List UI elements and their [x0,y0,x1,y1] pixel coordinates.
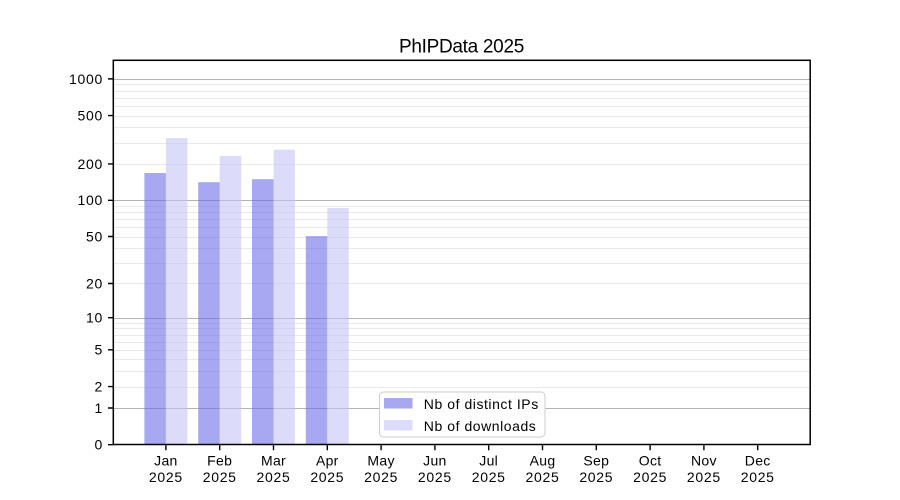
svg-text:2025: 2025 [526,469,560,485]
svg-text:Nb of distinct IPs: Nb of distinct IPs [424,396,539,412]
svg-text:2025: 2025 [579,469,613,485]
svg-text:Jul: Jul [479,453,498,469]
svg-text:200: 200 [78,156,103,172]
svg-text:Mar: Mar [261,453,286,469]
svg-text:2025: 2025 [310,469,344,485]
svg-text:1: 1 [95,400,104,416]
svg-text:10: 10 [86,310,103,326]
svg-text:5: 5 [95,342,104,358]
svg-text:Jun: Jun [423,453,446,469]
svg-text:50: 50 [86,228,103,244]
svg-text:Nov: Nov [691,453,717,469]
svg-text:2025: 2025 [633,469,667,485]
svg-text:2025: 2025 [472,469,506,485]
svg-text:2025: 2025 [203,469,237,485]
svg-text:Dec: Dec [745,453,771,469]
svg-text:2025: 2025 [741,469,775,485]
svg-text:May: May [367,453,394,469]
svg-text:Sep: Sep [583,453,609,469]
svg-text:Apr: Apr [316,453,339,469]
svg-text:PhIPData 2025: PhIPData 2025 [399,36,524,57]
svg-text:Feb: Feb [207,453,232,469]
svg-text:2025: 2025 [687,469,721,485]
svg-text:1000: 1000 [69,71,103,87]
svg-text:500: 500 [78,107,103,123]
svg-text:2025: 2025 [364,469,398,485]
svg-text:2025: 2025 [257,469,291,485]
svg-text:Nb of downloads: Nb of downloads [424,418,537,434]
svg-text:100: 100 [78,192,103,208]
svg-text:2: 2 [95,378,104,394]
svg-text:20: 20 [86,275,103,291]
svg-text:0: 0 [95,437,104,453]
svg-text:Oct: Oct [639,453,662,469]
svg-text:Aug: Aug [530,453,556,469]
svg-text:2025: 2025 [149,469,183,485]
svg-text:2025: 2025 [418,469,452,485]
svg-text:Jan: Jan [154,453,177,469]
